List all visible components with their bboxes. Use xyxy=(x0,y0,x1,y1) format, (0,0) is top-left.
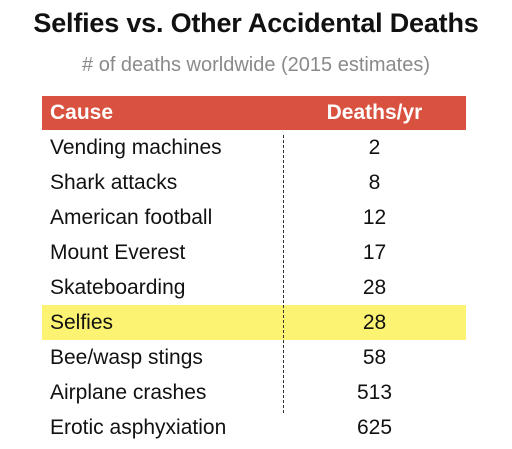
cause-cell: Selfies xyxy=(50,311,114,334)
table-row: Airplane crashes 513 xyxy=(42,375,466,410)
column-divider xyxy=(283,135,284,413)
table-row: Erotic asphyxiation 625 xyxy=(42,410,466,445)
deaths-cell: 8 xyxy=(368,171,381,194)
cause-cell: American football xyxy=(50,206,213,229)
chart-title: Selfies vs. Other Accidental Deaths xyxy=(33,8,479,38)
table-row: Mount Everest 17 xyxy=(42,235,466,270)
table-header: Cause Deaths/yr xyxy=(42,96,466,130)
deaths-cell: 2 xyxy=(368,136,381,159)
table-row: Bee/wasp stings 58 xyxy=(42,340,466,375)
header-deaths: Deaths/yr xyxy=(326,101,423,124)
chart-subtitle: # of deaths worldwide (2015 estimates) xyxy=(82,54,430,76)
table-body: Vending machines 2 Shark attacks 8 American … xyxy=(42,130,466,445)
cause-cell: Erotic asphyxiation xyxy=(50,416,227,439)
cause-cell: Vending machines xyxy=(50,136,222,159)
cause-cell: Airplane crashes xyxy=(50,381,207,404)
deaths-cell: 513 xyxy=(356,381,393,404)
deaths-cell: 28 xyxy=(362,276,387,299)
cause-cell: Mount Everest xyxy=(50,241,186,264)
table-row: Skateboarding 28 xyxy=(42,270,466,305)
deaths-cell: 58 xyxy=(362,346,387,369)
header-cause: Cause xyxy=(50,101,114,124)
table-row: Selfies 28 xyxy=(42,305,466,340)
deaths-cell: 28 xyxy=(362,311,387,334)
deaths-cell: 625 xyxy=(356,416,393,439)
deaths-table: Cause Deaths/yr Vending machines 2 Shark a… xyxy=(42,96,466,445)
deaths-cell: 17 xyxy=(362,241,387,264)
table-row: Shark attacks 8 xyxy=(42,165,466,200)
cause-cell: Shark attacks xyxy=(50,171,178,194)
cause-cell: Skateboarding xyxy=(50,276,186,299)
table-row: Vending machines 2 xyxy=(42,130,466,165)
table-row: American football 12 xyxy=(42,200,466,235)
cause-cell: Bee/wasp stings xyxy=(50,346,203,369)
deaths-cell: 12 xyxy=(362,206,387,229)
